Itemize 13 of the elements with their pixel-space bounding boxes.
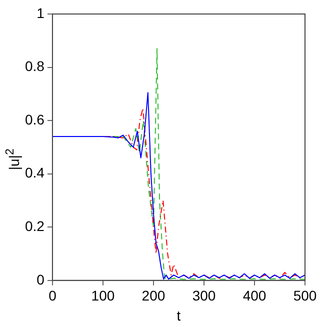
x-tick-label: 400 bbox=[242, 288, 266, 304]
x-tick-label: 500 bbox=[293, 288, 317, 304]
y-tick-label: 0.2 bbox=[24, 218, 45, 234]
x-axis-title: t bbox=[176, 307, 181, 324]
x-tick-label: 200 bbox=[142, 288, 166, 304]
x-tick-label: 0 bbox=[48, 288, 57, 304]
y-tick-label: 0.8 bbox=[24, 58, 45, 74]
y-tick-label: 0.6 bbox=[24, 111, 45, 128]
y-tick-label: 1 bbox=[36, 4, 45, 21]
x-tick-label: 300 bbox=[192, 288, 216, 304]
x-tick-label: 100 bbox=[91, 288, 115, 304]
y-tick-label: 0.4 bbox=[24, 164, 45, 181]
y-tick-label: 0 bbox=[36, 271, 45, 288]
